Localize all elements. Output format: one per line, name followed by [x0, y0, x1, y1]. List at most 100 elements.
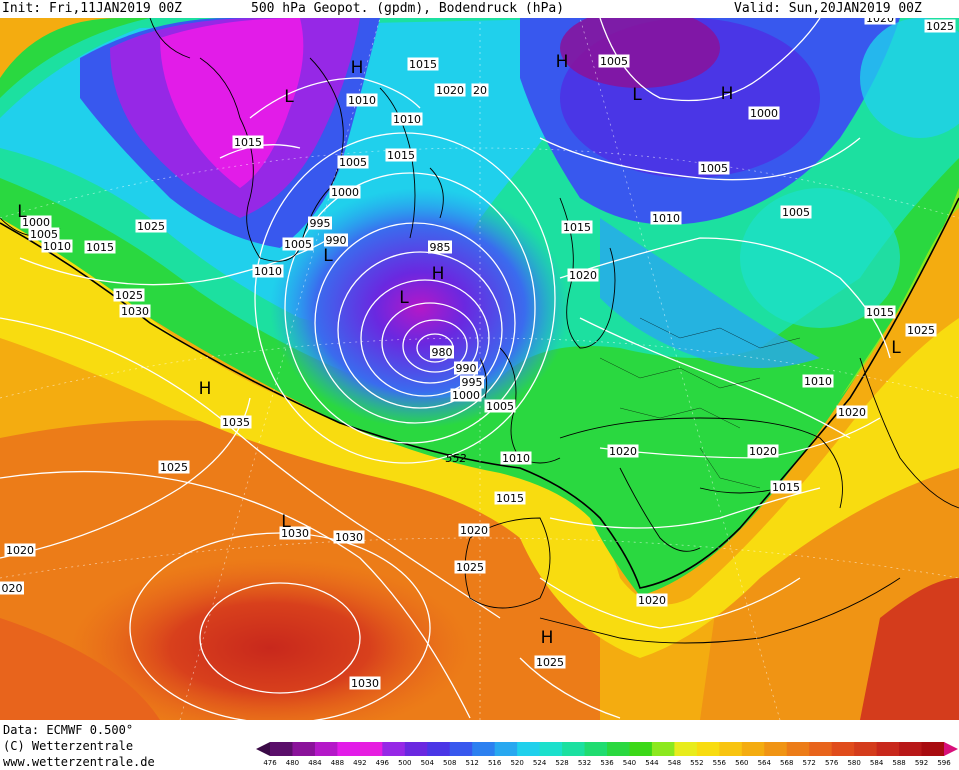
- valid-time: Valid: Sun,20JAN2019 00Z: [734, 1, 922, 16]
- colorbar-swatch: [651, 742, 675, 756]
- isobar-label: 1025: [454, 560, 486, 574]
- colorbar-swatch: [584, 742, 608, 756]
- borders: [599, 317, 801, 489]
- colorbar-swatch: [337, 742, 361, 756]
- colorbar-swatch: [786, 742, 810, 756]
- colorbar-swatch: [674, 742, 698, 756]
- isobar-label: 1025: [158, 460, 190, 474]
- low-pressure-marker: L: [891, 338, 901, 358]
- colorbar-tick-label: 536: [600, 759, 614, 767]
- isobar-label-text: 985: [430, 241, 451, 254]
- isobar-label: 1020: [4, 543, 36, 557]
- low-pressure-marker: L: [17, 202, 27, 222]
- colorbar-tick-label: 552: [690, 759, 704, 767]
- isobar-label: 20: [471, 83, 489, 97]
- colorbar: [256, 742, 958, 756]
- isobar-label: 1025: [135, 219, 167, 233]
- isobar-label-text: 1015: [387, 149, 415, 162]
- isobar-label-text: 1025: [160, 461, 188, 474]
- colorbar-tick-label: 476: [263, 759, 277, 767]
- colorbar-swatch: [256, 742, 270, 756]
- isobar-label-text: 995: [310, 217, 331, 230]
- isobar-label-text: 1020: [749, 445, 777, 458]
- isobar-label-text: 1010: [254, 265, 282, 278]
- colorbar-tick-label: 500: [398, 759, 412, 767]
- isobar-label: 1000: [329, 185, 361, 199]
- isobar-label: 1005: [698, 161, 730, 175]
- isobar-label-text: 1035: [222, 416, 250, 429]
- isobar-label: 1020: [636, 593, 668, 607]
- contour-552-label: 552: [446, 452, 467, 465]
- colorbar-swatch: [831, 742, 855, 756]
- colorbar-tick-label: 580: [847, 759, 861, 767]
- colorbar-tick-label: 520: [510, 759, 524, 767]
- data-source: Data: ECMWF 0.500°: [3, 723, 134, 737]
- colorbar-tick-label: 576: [824, 759, 839, 767]
- isobar-label-text: 1025: [907, 324, 935, 337]
- colorbar-tick-label: 544: [645, 759, 659, 767]
- isobar-label-text: 1015: [234, 136, 262, 149]
- isobar-label-text: 1010: [502, 452, 530, 465]
- isobar-label: 995: [460, 375, 484, 389]
- colorbar-swatch: [359, 742, 383, 756]
- colorbar-swatch: [629, 742, 653, 756]
- isobar-label-text: 1025: [926, 20, 954, 33]
- isobar-label: 1020: [836, 405, 868, 419]
- isobar-label-text: 1015: [409, 58, 437, 71]
- isobar-label-text: 1015: [866, 306, 894, 319]
- isobar-label: 1030: [349, 676, 381, 690]
- isobar-label-text: 1020: [638, 594, 666, 607]
- isobar-label: 990: [324, 233, 348, 247]
- isobar-label: 990: [454, 361, 478, 375]
- colorbar-tick-label: 584: [869, 759, 884, 767]
- isobar-label: 1020: [567, 268, 599, 282]
- colorbar-tick-label: 588: [892, 759, 906, 767]
- isobar-label: 1025: [905, 323, 937, 337]
- isobar-label-text: 1010: [652, 212, 680, 225]
- isobar-label: 020: [0, 581, 24, 595]
- isobar-label-text: 1000: [750, 107, 778, 120]
- colorbar-tick-label: 496: [375, 759, 390, 767]
- isobar-label-text: 1025: [456, 561, 484, 574]
- isobar-label: 1000: [748, 106, 780, 120]
- colorbar-tick-label: 572: [802, 759, 816, 767]
- website-url: www.wetterzentrale.de: [3, 755, 155, 769]
- colorbar-tick-label: 504: [420, 759, 434, 767]
- colorbar-swatch: [764, 742, 788, 756]
- isobar-label: 1010: [252, 264, 284, 278]
- isobar-label: 1015: [385, 148, 417, 162]
- colorbar-swatch: [719, 742, 743, 756]
- isobar-label: 1005: [484, 399, 516, 413]
- colorbar-tick-label: 516: [487, 759, 502, 767]
- isobar-label-text: 1000: [452, 389, 480, 402]
- isobar-label: 1020: [864, 18, 896, 25]
- isobar-label-text: 1005: [782, 206, 810, 219]
- isobar-label-text: 1020: [436, 84, 464, 97]
- isobar-label: 1015: [770, 480, 802, 494]
- colorbar-tick-label: 508: [443, 759, 457, 767]
- isobar-label-text: 1010: [348, 94, 376, 107]
- low-pressure-marker: L: [399, 288, 409, 308]
- isobar-label-text: 1020: [569, 269, 597, 282]
- low-pressure-marker: L: [284, 87, 294, 107]
- colorbar-swatch: [876, 742, 900, 756]
- colorbar-swatch: [449, 742, 473, 756]
- isobar-label-text: 1010: [393, 113, 421, 126]
- isobar-label-text: 1025: [137, 220, 165, 233]
- isobar-label: 1030: [119, 304, 151, 318]
- colorbar-tick-label: 564: [757, 759, 771, 767]
- high-pressure-marker: H: [721, 84, 734, 104]
- colorbar-swatch: [562, 742, 586, 756]
- isobar-label-text: 1005: [284, 238, 312, 251]
- isobar-label: 1020: [434, 83, 466, 97]
- isobars: [0, 18, 891, 720]
- colorbar-swatch: [270, 742, 293, 756]
- colorbar-tick-label: 560: [735, 759, 749, 767]
- isobar-label-text: 1015: [496, 492, 524, 505]
- isobar-label: 1030: [333, 530, 365, 544]
- colorbar-tick-label: 484: [308, 759, 322, 767]
- isobar-label-text: 1015: [772, 481, 800, 494]
- high-pressure-marker: H: [351, 58, 364, 78]
- lat-lon-grid: [0, 18, 959, 720]
- isobar-label-text: 980: [432, 346, 453, 359]
